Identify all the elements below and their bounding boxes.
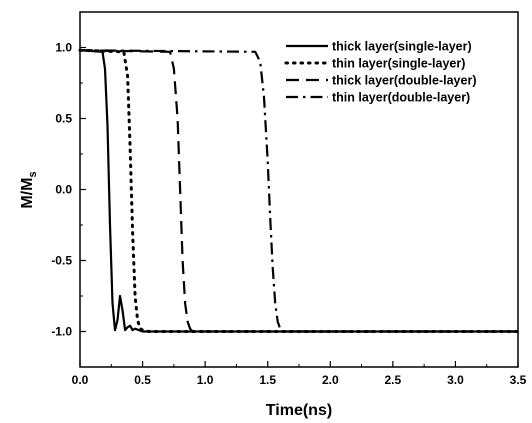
x-tick-label: 3.5 (510, 373, 527, 387)
y-axis-label-sub: s (27, 171, 39, 177)
legend-label: thick layer(double-layer) (332, 74, 477, 88)
y-axis-label-main: M/M (19, 178, 36, 209)
x-tick-label: 0.5 (134, 373, 151, 387)
legend-label: thin layer(double-layer) (332, 91, 470, 105)
y-tick-label: -0.5 (51, 254, 72, 268)
x-tick-label: 3.0 (447, 373, 464, 387)
x-axis-label: Time(ns) (266, 402, 332, 419)
series-line-4 (79, 49, 518, 333)
x-tick-label: 2.0 (322, 373, 339, 387)
y-tick-label: 0.0 (55, 183, 72, 197)
y-axis-label: M/Ms (19, 171, 39, 208)
y-tick-label: -1.0 (51, 325, 72, 339)
series-line-2 (78, 48, 520, 333)
series-layer (78, 48, 520, 333)
x-axis-ticks: 0.0 0.5 1.0 1.5 2.0 2.5 3.0 3.5 (72, 361, 527, 387)
y-tick-label: 0.5 (55, 112, 72, 126)
x-tick-label: 1.0 (197, 373, 214, 387)
y-tick-label: 1.0 (55, 41, 72, 55)
y-axis-ticks: -1.0 -0.5 0.0 0.5 1.0 (51, 11, 86, 368)
x-tick-label: 1.5 (259, 373, 276, 387)
legend-label: thin layer(single-layer) (332, 57, 465, 71)
legend: thick layer(single-layer) thin layer(sing… (284, 40, 477, 105)
series-line-1 (79, 49, 518, 333)
legend-label: thick layer(single-layer) (332, 40, 472, 54)
x-tick-label: 2.5 (385, 373, 402, 387)
series-line-3 (79, 49, 518, 333)
x-tick-label: 0.0 (72, 373, 89, 387)
